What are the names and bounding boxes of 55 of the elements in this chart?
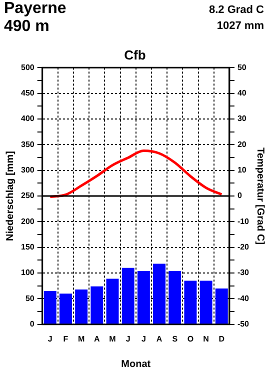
x-tick-label: J [141, 334, 146, 344]
y2-tick-label: 50 [237, 62, 247, 72]
x-tick-label: M [109, 334, 116, 344]
y2-tick-label: -20 [237, 242, 250, 252]
bar [122, 268, 134, 324]
y2-tick-label: -30 [237, 268, 250, 278]
text: 8.2 Grad C [208, 4, 264, 16]
y-tick-label: 350 [20, 140, 35, 149]
bar [44, 291, 56, 324]
y2-tick-label: 20 [237, 140, 247, 149]
line-series [48, 150, 223, 198]
x-tick-label: D [218, 334, 225, 344]
x-tick-label: S [172, 334, 178, 344]
x-tick-label: A [156, 334, 162, 344]
y2-tick-label: 40 [237, 88, 247, 98]
bar [168, 270, 182, 324]
x-tick-label: J [48, 334, 52, 344]
x-tick-label: M [78, 334, 85, 344]
bar [75, 289, 88, 324]
y-axis-title: Niederschlag [mm] [4, 150, 16, 242]
y2-tick-label: -40 [237, 294, 250, 303]
y-tick-label: 250 [20, 191, 35, 200]
bar [106, 278, 119, 324]
x-axis-title: Monat [121, 358, 152, 370]
bar [90, 286, 104, 324]
y-tick-label: 150 [20, 242, 35, 252]
y-tick-label: 0 [30, 320, 35, 329]
y-tick-label: 450 [20, 88, 35, 98]
y2-tick-label: 30 [237, 114, 247, 124]
x-tick-label: A [94, 334, 100, 344]
text: 1027 mm [216, 20, 264, 32]
y-tick-label: 50 [25, 294, 35, 303]
bar [137, 270, 150, 324]
y2-tick-label: 0 [237, 191, 242, 200]
x-tick-label: N [203, 334, 210, 344]
bar [200, 280, 212, 324]
bar [60, 294, 72, 324]
text: Payerne [4, 0, 66, 18]
y-tick-label: 200 [20, 216, 35, 226]
bar [153, 264, 166, 324]
y-tick-label: 400 [20, 114, 35, 124]
bar [184, 280, 197, 324]
y2-tick-label: -50 [237, 320, 250, 329]
y-tick-label: 100 [20, 268, 35, 278]
y2-tick-label: 10 [237, 166, 247, 175]
bar [215, 288, 228, 324]
x-tick-label: O [187, 334, 194, 344]
y-tick-label: 300 [20, 166, 35, 175]
x-tick-label: F [63, 334, 68, 344]
y2-tick-label: -10 [237, 216, 250, 226]
chart-title: Cfb [124, 47, 146, 62]
text: 490 m [4, 18, 50, 36]
x-tick-label: J [126, 334, 130, 344]
y2-axis-title: Temperatur [Grad C] [254, 147, 266, 245]
y-tick-label: 500 [20, 62, 35, 72]
